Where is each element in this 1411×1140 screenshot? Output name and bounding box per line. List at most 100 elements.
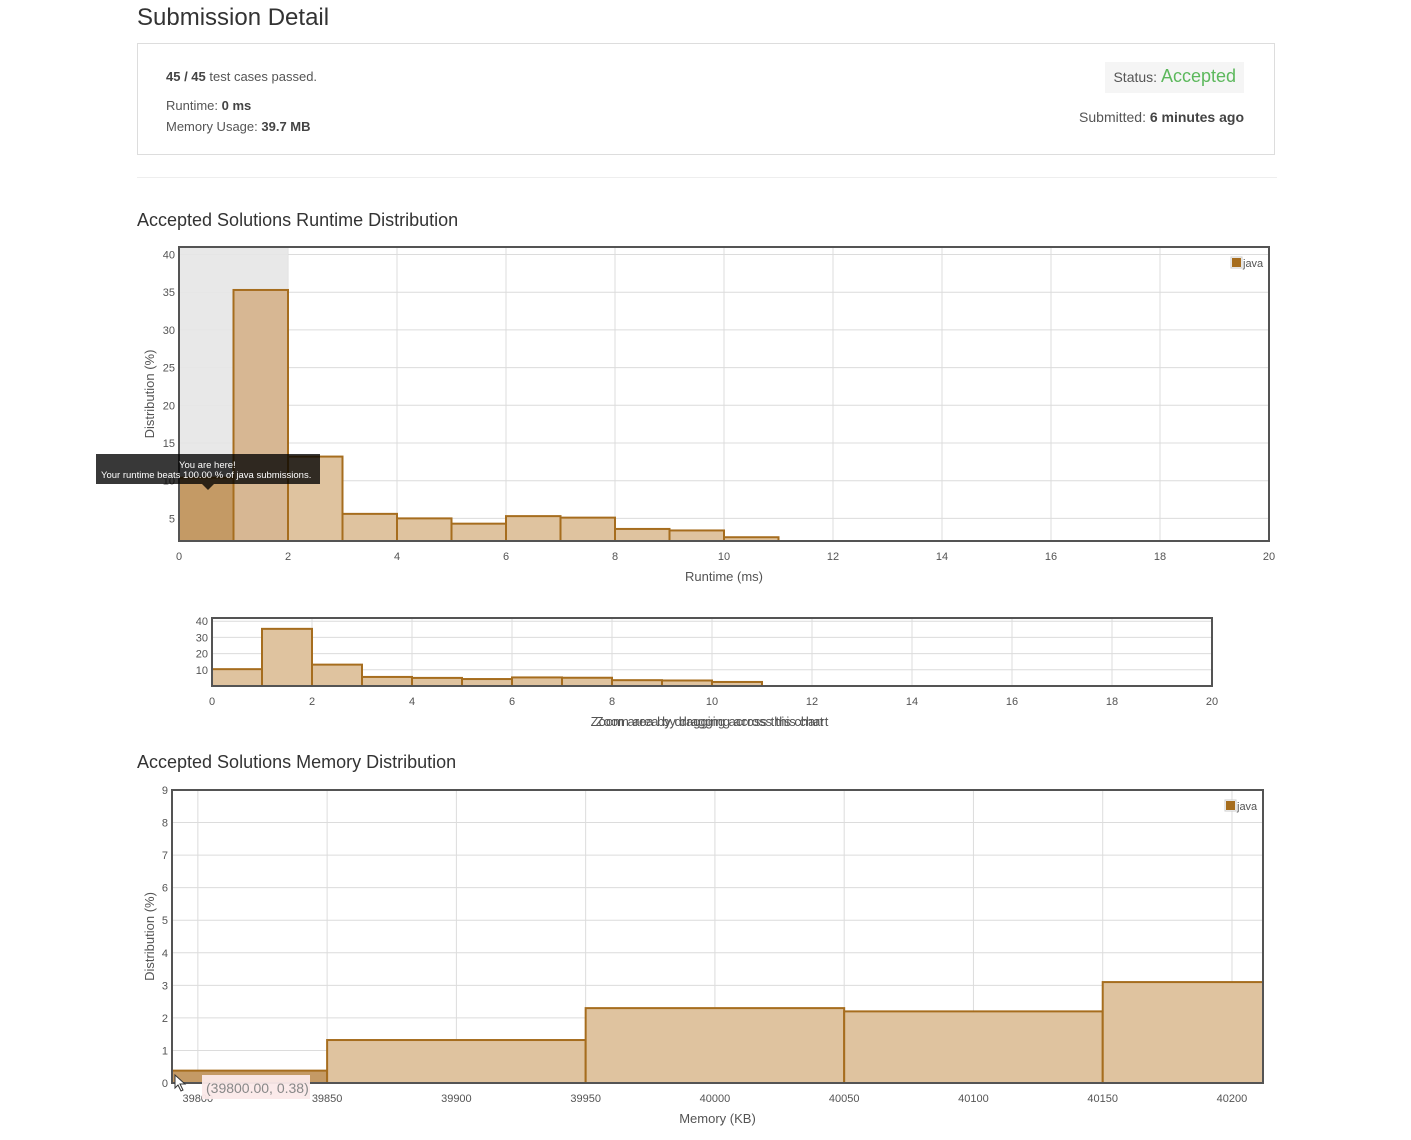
legend-swatch	[1232, 258, 1241, 267]
submitted-time: Submitted: 6 minutes ago	[1079, 109, 1244, 125]
x-tick-label: 12	[806, 696, 818, 708]
memory-label: Memory Usage:	[166, 119, 262, 134]
x-tick-label: 20	[1263, 551, 1275, 563]
y-tick-label: 20	[163, 400, 175, 412]
submission-summary-panel: 45 / 45 test cases passed. Runtime: 0 ms…	[137, 43, 1275, 155]
y-tick-label: 40	[196, 616, 208, 628]
memory-section-title: Accepted Solutions Memory Distribution	[137, 752, 457, 772]
y-tick-label: 25	[163, 363, 175, 375]
y-tick-label: 20	[196, 649, 208, 661]
memory-value: 39.7 MB	[261, 119, 311, 134]
page-title: Submission Detail	[137, 4, 330, 31]
status-value: Accepted	[1160, 66, 1236, 86]
histogram-bar	[450, 522, 507, 542]
histogram-bar	[505, 515, 562, 542]
tooltip-line-1: You are here!	[179, 460, 236, 471]
grid-lines	[179, 247, 1269, 541]
y-tick-label: 15	[163, 438, 175, 450]
histogram-bar	[668, 529, 725, 543]
histogram-bar	[614, 527, 671, 543]
histogram-bar	[584, 1007, 846, 1084]
y-tick-label: 30	[163, 325, 175, 337]
histogram-bar	[341, 512, 398, 543]
x-tick-label: 18	[1106, 696, 1118, 708]
histogram-bar	[561, 676, 613, 688]
y-tick-label: 30	[196, 632, 208, 644]
histogram-bar	[232, 288, 289, 542]
section-divider	[137, 177, 1277, 178]
tooltip-text: (39800.00, 0.38)	[206, 1080, 309, 1096]
histogram-bar	[361, 675, 413, 688]
x-tick-label: 0	[176, 551, 182, 563]
x-tick-label: 40150	[1087, 1093, 1118, 1105]
histogram-bar	[396, 517, 453, 542]
y-axis-label: Distribution (%)	[142, 350, 157, 439]
y-tick-label: 10	[196, 665, 208, 677]
x-tick-label: 4	[409, 696, 415, 708]
memory-tooltip: (39800.00, 0.38)	[174, 1073, 310, 1099]
x-tick-label: 40000	[700, 1093, 731, 1105]
plot-frame	[211, 617, 1213, 687]
x-tick-label: 40100	[958, 1093, 989, 1105]
histogram-bar	[326, 1039, 587, 1085]
x-tick-label: 8	[609, 696, 615, 708]
histogram-bar	[261, 627, 313, 687]
test-cases-suffix: test cases passed.	[205, 69, 318, 84]
tooltip-box	[202, 1075, 310, 1099]
x-tick-label: 4	[394, 551, 400, 563]
x-tick-label: 39900	[441, 1093, 472, 1105]
runtime-distribution-chart[interactable]: 02468101214161820510152025303540Runtime …	[0, 230, 1411, 592]
submitted-value: 6 minutes ago	[1149, 109, 1244, 125]
runtime-section-title: Accepted Solutions Runtime Distribution	[137, 210, 459, 230]
submitted-label: Submitted:	[1079, 109, 1150, 125]
histogram-bar	[1101, 981, 1265, 1084]
overview-caption: Zoom area by dragging across this chart	[591, 714, 824, 729]
x-tick-label: 40050	[829, 1093, 860, 1105]
x-tick-label: 14	[906, 696, 918, 708]
x-tick-label: 10	[706, 696, 718, 708]
x-axis-label: Runtime (ms)	[685, 569, 763, 584]
x-axis-label: Memory (KB)	[679, 1111, 756, 1126]
x-tick-label: 16	[1045, 551, 1057, 563]
histogram-bar	[311, 663, 363, 687]
x-tick-label: 2	[285, 551, 291, 563]
histogram-bar	[511, 676, 563, 687]
legend-swatch	[1226, 801, 1235, 810]
histogram-bar	[411, 676, 463, 687]
plot-frame	[171, 789, 1264, 1084]
y-tick-label: 5	[169, 513, 175, 525]
x-tick-label: 12	[827, 551, 839, 563]
memory-summary: Memory Usage: 39.7 MB	[166, 119, 311, 134]
status-label: Status:	[1113, 69, 1161, 85]
x-tick-label: 16	[1006, 696, 1018, 708]
x-tick-label: 14	[936, 551, 948, 563]
x-tick-label: 2	[309, 696, 315, 708]
runtime-overview-chart[interactable]: 0 2 4 6 8 10 12 14 16 18 20 10 20 30 40 Zoom area by dr…	[0, 610, 1411, 735]
chart-legend: java	[1230, 256, 1264, 270]
chart-legend: java	[1224, 799, 1258, 813]
runtime-summary: Runtime: 0 ms	[166, 98, 251, 113]
legend-label: java	[1236, 801, 1258, 813]
cursor-pointer-icon	[174, 1073, 187, 1092]
tooltip-box	[96, 454, 320, 484]
histogram-bar	[211, 668, 263, 687]
memory-distribution-chart[interactable]: 39800 39850 39900 39950 40000 40050 40100 40150…	[0, 775, 1411, 1135]
x-tick-label: 39850	[312, 1093, 343, 1105]
tooltip-line-2: Your runtime beats 100.00 % of java subm…	[101, 470, 311, 481]
y-tick-label: 4	[162, 948, 168, 960]
y-tick-label: 6	[162, 883, 168, 895]
legend-label: java	[1242, 258, 1264, 270]
runtime-tooltip: You are here!Your runtime beats 100.00 %…	[96, 454, 320, 490]
grid-lines	[212, 618, 1212, 686]
x-tick-label: 20	[1206, 696, 1218, 708]
plot-frame	[178, 246, 1270, 542]
x-tick-label: 10	[718, 551, 730, 563]
test-cases-summary: 45 / 45 test cases passed.	[166, 69, 317, 84]
y-tick-label: 3	[162, 980, 168, 992]
y-tick-label: 8	[162, 818, 168, 830]
y-tick-label: 35	[163, 287, 175, 299]
y-tick-label: 0	[162, 1078, 168, 1090]
y-tick-label: 2	[162, 1013, 168, 1025]
x-tick-label: 18	[1154, 551, 1166, 563]
x-tick-label: 6	[509, 696, 515, 708]
